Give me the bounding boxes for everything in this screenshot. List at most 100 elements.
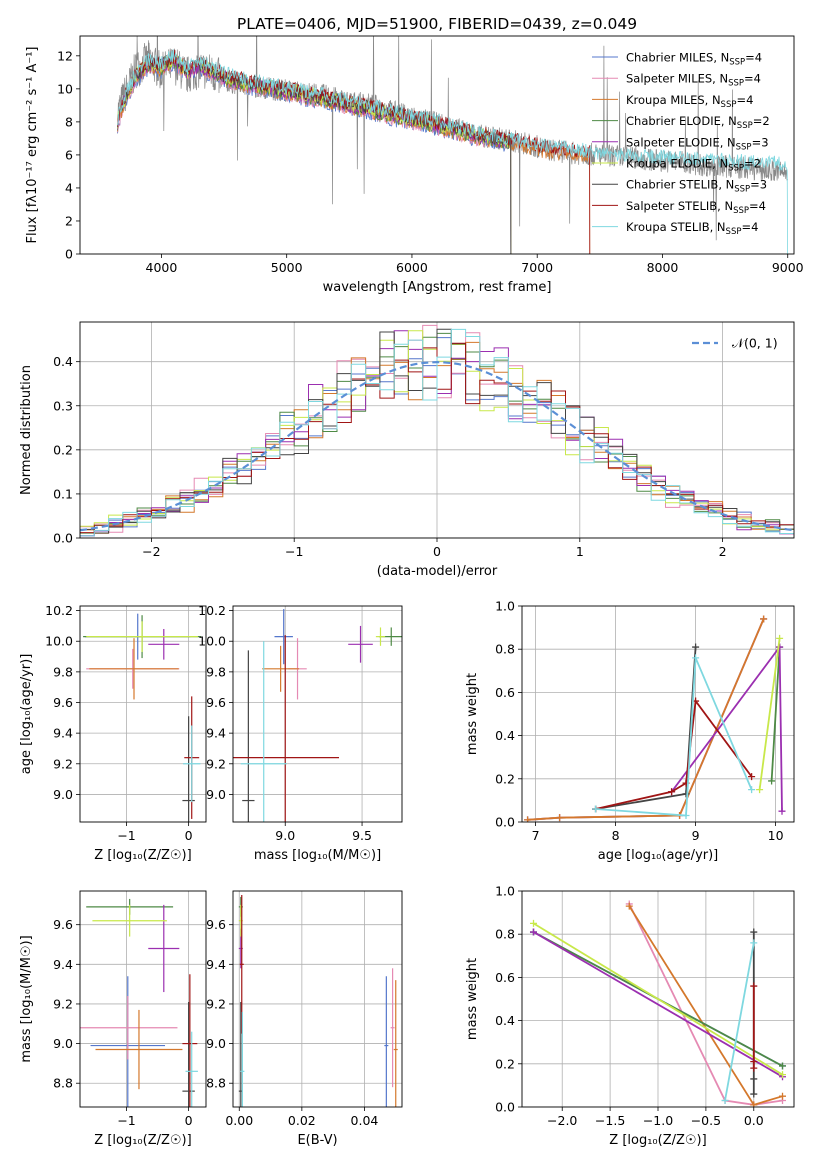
age-vs-Z-ytick-label: 9.2: [53, 756, 73, 771]
weight-vs-age-xtick-label: 9: [692, 828, 700, 843]
legend-count: =4: [736, 93, 753, 107]
weight-vs-age-ytick-label: 1.0: [495, 599, 515, 614]
weight-vs-Z-xtick-label: −1.5: [595, 1113, 625, 1128]
legend-count: =2: [744, 157, 761, 171]
weight-marker: [779, 1071, 787, 1079]
figure-title: PLATE=0406, MJD=51900, FIBERID=0439, z=0…: [237, 15, 637, 33]
legend-subscript: SSP: [733, 206, 749, 216]
mass-vs-Z-plot-area: [80, 891, 206, 1107]
weight-vs-age-ytick-label: 0.4: [495, 728, 515, 743]
age-vs-mass-axes: 9.0 9.5 9.0 9.2 9.4 9.6 9.8 10.0 10.2 mass [log₁₀…: [198, 603, 403, 863]
weight-marker: [748, 786, 756, 794]
age-vs-Z-ytick-label: 10.0: [45, 634, 73, 649]
spectrum-axes: 4000 5000 6000 7000 8000 9000 0 2 4 6 8 10 12 wavelen…: [25, 35, 804, 295]
spectrum-ytick-label: 2: [65, 213, 73, 228]
mass-vs-Z-ytick-label: 9.4: [53, 957, 73, 972]
residual-histogram: [80, 328, 794, 537]
weight-vs-age-ytick-label: 0.2: [495, 771, 515, 786]
mass-vs-Z-ylabel: mass [log₁₀(M/M☉)]: [19, 935, 34, 1062]
age-vs-mass-xtick-label: 9.5: [352, 828, 372, 843]
weight-vs-Z-ylabel: mass weight: [465, 958, 480, 1040]
legend-label: Chabrier STELIB, NSSP=3: [626, 178, 767, 195]
legend-subscript: SSP: [728, 164, 744, 174]
legend-label: Kroupa MILES, NSSP=4: [626, 93, 753, 110]
weight-vs-Z-ytick-label: 0.6: [495, 970, 515, 985]
legend-count: =4: [744, 72, 761, 86]
mass-vs-Z-xtick-label: −1: [117, 1113, 135, 1128]
weight-line: [533, 922, 783, 1076]
legend-subscript: SSP: [734, 185, 750, 195]
weight-marker: [750, 1064, 758, 1072]
weight-vs-Z-ytick-label: 0.2: [495, 1056, 515, 1071]
age-vs-Z-ytick-label: 10.2: [45, 603, 73, 618]
age-vs-mass-ytick-label: 9.2: [206, 756, 226, 771]
residuals-ylabel: Normed distribution: [19, 365, 34, 495]
weight-marker: [692, 643, 700, 651]
legend-subscript: SSP: [726, 227, 742, 237]
weight-vs-age-frame: [521, 605, 795, 823]
spectrum-ytick-label: 6: [65, 147, 73, 162]
legend-subscript: SSP: [728, 79, 744, 89]
weight-marker: [750, 1058, 758, 1066]
age-vs-mass-ytick-label: 9.4: [206, 726, 226, 741]
weight-marker: [750, 939, 758, 947]
age-vs-Z-xlabel: Z [log₁₀(Z/Z☉)]: [94, 848, 191, 863]
spectrum-frame: [79, 35, 795, 255]
mass-vs-Z-ytick-label: 9.2: [53, 996, 73, 1011]
weight-vs-Z-frame: [521, 890, 795, 1108]
spectrum-model-line: [117, 56, 591, 254]
age-vs-Z-ytick-label: 9.6: [53, 695, 73, 710]
legend-subscript: SSP: [721, 100, 737, 110]
mass-vs-EBV-ytick-label: 9.2: [206, 996, 226, 1011]
weight-marker: [556, 814, 564, 822]
spectrum-ytick-label: 10: [57, 81, 73, 96]
mass-vs-Z-xlabel: Z [log₁₀(Z/Z☉)]: [94, 1133, 191, 1148]
weight-marker: [682, 790, 690, 798]
weight-marker: [592, 805, 600, 813]
weight-vs-age-xtick-label: 8: [612, 828, 620, 843]
legend-label: Salpeter STELIB, NSSP=4: [626, 199, 766, 216]
mass-vs-EBV-ytick-label: 9.4: [206, 957, 226, 972]
age-vs-mass-ytick-label: 10.2: [198, 603, 226, 618]
weight-line: [628, 903, 783, 1106]
spectrum-ytick-label: 12: [57, 48, 73, 63]
spectrum-xtick-label: 8000: [647, 260, 679, 275]
weight-vs-Z-plot-area: [522, 891, 794, 1107]
legend-label: Salpeter ELODIE, NSSP=3: [626, 135, 769, 152]
age-vs-mass-ytick-label: 9.8: [206, 664, 226, 679]
weight-marker: [748, 773, 756, 781]
spectrum-plot-area: [117, 36, 789, 254]
normal-legend-label: 𝒩(0, 1): [732, 336, 778, 351]
mass-vs-EBV-ytick-label: 8.8: [206, 1076, 226, 1091]
weight-vs-age-ylabel: mass weight: [465, 673, 480, 755]
legend-label: Salpeter MILES, NSSP=4: [626, 72, 761, 89]
mass-vs-EBV-xtick-label: 0.02: [288, 1113, 316, 1128]
weight-marker: [750, 928, 758, 936]
legend-subscript: SSP: [729, 58, 745, 68]
mass-vs-EBV-axes: 0.00 0.02 0.04 8.8 9.0 9.2 9.4 9.6 E(B-V): [206, 890, 403, 1148]
legend-count: =3: [752, 135, 769, 149]
weight-vs-age-ytick-label: 0.6: [495, 685, 515, 700]
spectrum-xtick-label: 7000: [521, 260, 553, 275]
weight-vs-age-axes: 7 8 9 10 0.0 0.2 0.4 0.6 0.8 1.0 age [log₁₀(age/yr…: [465, 599, 795, 863]
residuals-ytick-label: 0.1: [53, 486, 73, 501]
spectrum-xtick-label: 6000: [396, 260, 428, 275]
weight-vs-age-xtick-label: 7: [532, 828, 540, 843]
mass-vs-Z-frame: [79, 890, 207, 1108]
mass-vs-EBV-xtick-label: 0.00: [225, 1113, 253, 1128]
legend-count: =4: [749, 199, 766, 213]
weight-vs-Z-ytick-label: 1.0: [495, 884, 515, 899]
spectrum-xtick-label: 9000: [772, 260, 804, 275]
age-vs-Z-xtick-label: 0: [185, 828, 193, 843]
weight-marker: [756, 786, 764, 794]
weight-vs-Z-xtick-label: −0.5: [691, 1113, 721, 1128]
residuals-ytick-label: 0.0: [53, 531, 73, 546]
legend-label: Kroupa ELODIE, NSSP=2: [626, 157, 761, 174]
weight-marker: [750, 1075, 758, 1083]
weight-marker: [760, 615, 768, 623]
weight-vs-Z-ytick-label: 0.4: [495, 1013, 515, 1028]
legend-label: Kroupa STELIB, NSSP=4: [626, 220, 758, 237]
mass-vs-EBV-frame: [232, 890, 403, 1108]
weight-marker: [692, 654, 700, 662]
weight-vs-age-ytick-label: 0.0: [495, 815, 515, 830]
